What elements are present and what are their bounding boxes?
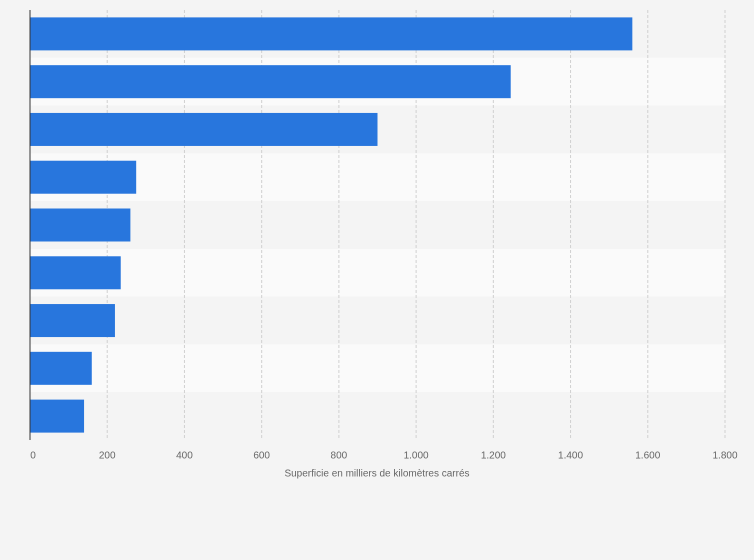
x-axis-label: Superficie en milliers de kilomètres car… <box>284 469 469 480</box>
bar <box>30 304 115 338</box>
x-tick-label: 600 <box>253 451 270 462</box>
bar <box>30 256 121 290</box>
bar <box>30 65 511 99</box>
row-band <box>30 344 725 393</box>
x-tick-label: 1.800 <box>712 451 737 462</box>
x-tick-label: 200 <box>99 451 116 462</box>
row-band <box>30 392 725 440</box>
x-tick-label: 1.200 <box>481 451 506 462</box>
x-tick-label: 400 <box>176 451 193 462</box>
bar <box>30 160 137 194</box>
x-tick-label: 0 <box>30 451 36 462</box>
x-tick-label: 1.600 <box>635 451 660 462</box>
bar <box>30 112 378 146</box>
bar <box>30 399 85 433</box>
row-band <box>30 248 725 297</box>
bar <box>30 208 131 242</box>
x-tick-label: 800 <box>331 451 348 462</box>
x-tick-label: 1.400 <box>558 451 583 462</box>
row-band <box>30 296 725 345</box>
x-tick-label: 1.000 <box>404 451 429 462</box>
row-band <box>30 153 725 202</box>
bar <box>30 17 633 51</box>
row-band <box>30 201 725 249</box>
bar <box>30 351 92 385</box>
